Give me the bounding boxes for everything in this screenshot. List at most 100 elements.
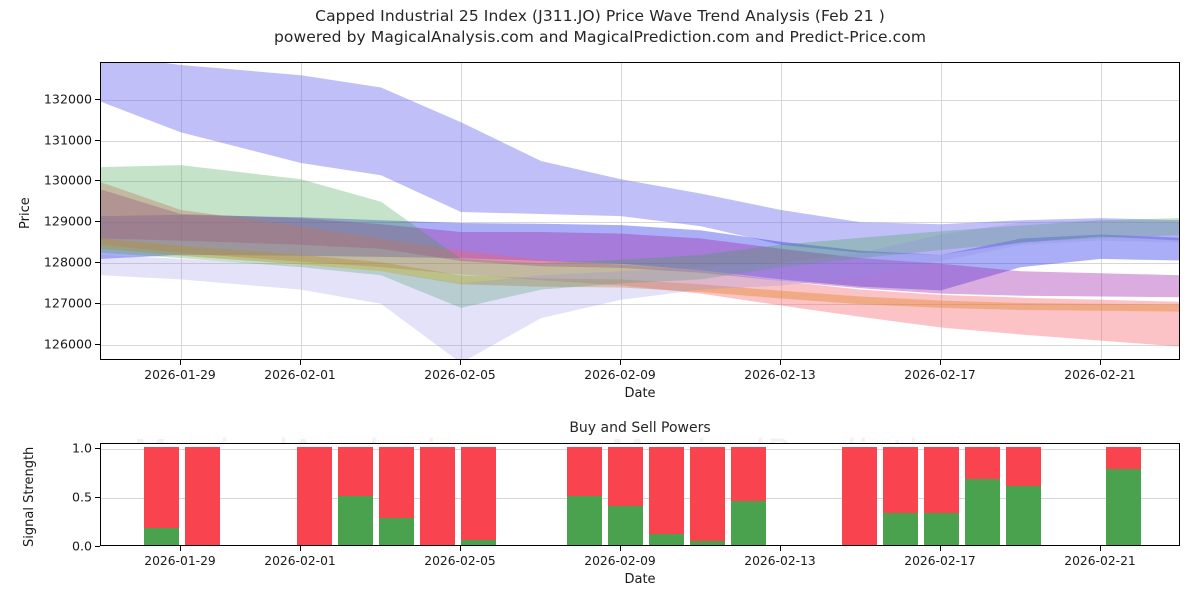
sell-power-segment: [338, 446, 373, 496]
title-line-1: Capped Industrial 25 Index (J311.JO) Pri…: [315, 7, 885, 25]
price-x-axis-label: Date: [624, 386, 656, 401]
gridline: [941, 63, 942, 359]
signal-bar[interactable]: [1106, 446, 1141, 545]
sell-power-segment: [1006, 446, 1041, 487]
buy-power-segment: [690, 541, 725, 545]
buy-power-segment: [1106, 468, 1141, 545]
signal-bar[interactable]: [420, 446, 455, 545]
y-tick-label: 131000: [43, 132, 92, 148]
signal-bar[interactable]: [608, 446, 643, 545]
signal-bar[interactable]: [965, 446, 1000, 545]
gridline: [781, 63, 782, 359]
buy-power-segment: [649, 534, 684, 545]
sell-power-segment: [567, 446, 602, 496]
buy-power-segment: [608, 505, 643, 545]
sell-power-segment: [461, 446, 496, 541]
title-line-2: powered by MagicalAnalysis.com and Magic…: [273, 28, 927, 46]
x-tick-mark: [180, 546, 181, 551]
gridline: [101, 263, 1179, 265]
y-tick-mark: [95, 262, 100, 264]
y-tick-label: 128000: [43, 254, 92, 270]
x-tick-mark: [940, 546, 941, 551]
signal-bar[interactable]: [842, 446, 877, 545]
x-tick-label: 2026-02-13: [744, 554, 816, 568]
wave-band: [101, 189, 1179, 298]
x-tick-label: 2026-02-05: [424, 368, 496, 382]
signal-bar[interactable]: [731, 446, 766, 545]
sell-power-segment: [965, 446, 1000, 480]
x-tick-label: 2026-02-17: [904, 368, 976, 382]
buy-power-segment: [461, 540, 496, 545]
x-tick-mark: [940, 360, 941, 365]
signal-bar[interactable]: [690, 446, 725, 545]
sell-power-segment: [690, 446, 725, 542]
x-tick-label: 2026-02-13: [744, 368, 816, 382]
x-tick-label: 2026-02-21: [1064, 554, 1136, 568]
gridline: [101, 140, 1179, 142]
y-tick-label: 130000: [43, 172, 92, 188]
signal-bar[interactable]: [461, 446, 496, 545]
x-tick-mark: [180, 360, 181, 365]
sell-power-segment: [883, 446, 918, 513]
y-tick-mark: [95, 302, 100, 304]
buy-power-segment: [883, 512, 918, 545]
gridline: [1101, 63, 1102, 359]
y-tick-mark: [95, 496, 100, 498]
sell-power-segment: [185, 446, 220, 545]
price-y-axis-label: Price: [18, 197, 33, 229]
gridline: [621, 63, 622, 359]
buy-power-segment: [567, 495, 602, 545]
sell-power-segment: [649, 446, 684, 535]
signal-bar[interactable]: [924, 446, 959, 545]
gridline: [101, 222, 1179, 224]
signal-bar[interactable]: [883, 446, 918, 545]
signal-bar[interactable]: [297, 446, 332, 545]
signal-bar[interactable]: [338, 446, 373, 545]
y-tick-label: 129000: [43, 213, 92, 229]
x-tick-mark: [460, 546, 461, 551]
signal-bar[interactable]: [649, 446, 684, 545]
signal-bar[interactable]: [567, 446, 602, 545]
buy-sell-y-axis-label: Signal Strength: [22, 446, 37, 547]
sell-power-segment: [1106, 446, 1141, 469]
gridline: [181, 63, 182, 359]
sell-power-segment: [420, 446, 455, 545]
signal-bar[interactable]: [185, 446, 220, 545]
wave-band: [101, 182, 1179, 347]
signal-bar[interactable]: [144, 446, 179, 545]
page-title: Capped Industrial 25 Index (J311.JO) Pri…: [0, 6, 1200, 48]
signal-bar[interactable]: [1006, 446, 1041, 545]
x-tick-label: 2026-02-09: [584, 368, 656, 382]
y-tick-label: 0.5: [71, 489, 92, 505]
gridline: [101, 344, 1179, 346]
gridline: [101, 303, 1179, 305]
buy-power-segment: [965, 479, 1000, 545]
gridline: [301, 63, 302, 359]
buy-sell-plot-area: [100, 443, 1180, 546]
y-tick-label: 127000: [43, 295, 92, 311]
x-tick-mark: [780, 360, 781, 365]
sell-power-segment: [144, 446, 179, 529]
y-tick-label: 132000: [43, 91, 92, 107]
gridline: [461, 63, 462, 359]
wave-band: [101, 165, 1179, 308]
signal-bar[interactable]: [379, 446, 414, 545]
x-tick-label: 2026-02-01: [264, 368, 336, 382]
x-tick-label: 2026-02-17: [904, 554, 976, 568]
x-tick-mark: [300, 360, 301, 365]
sell-power-segment: [731, 446, 766, 501]
wave-band: [101, 238, 1179, 312]
y-tick-mark: [95, 98, 100, 100]
y-tick-mark: [95, 447, 100, 449]
y-tick-mark: [95, 546, 100, 547]
x-tick-mark: [620, 360, 621, 365]
buy-sell-title: Buy and Sell Powers: [569, 420, 711, 436]
wave-band: [101, 214, 1179, 291]
y-tick-label: 126000: [43, 336, 92, 352]
buy-power-segment: [379, 517, 414, 545]
x-tick-label: 2026-01-29: [144, 554, 216, 568]
x-tick-label: 2026-02-09: [584, 554, 656, 568]
buy-power-segment: [731, 500, 766, 545]
gridline: [101, 181, 1179, 183]
